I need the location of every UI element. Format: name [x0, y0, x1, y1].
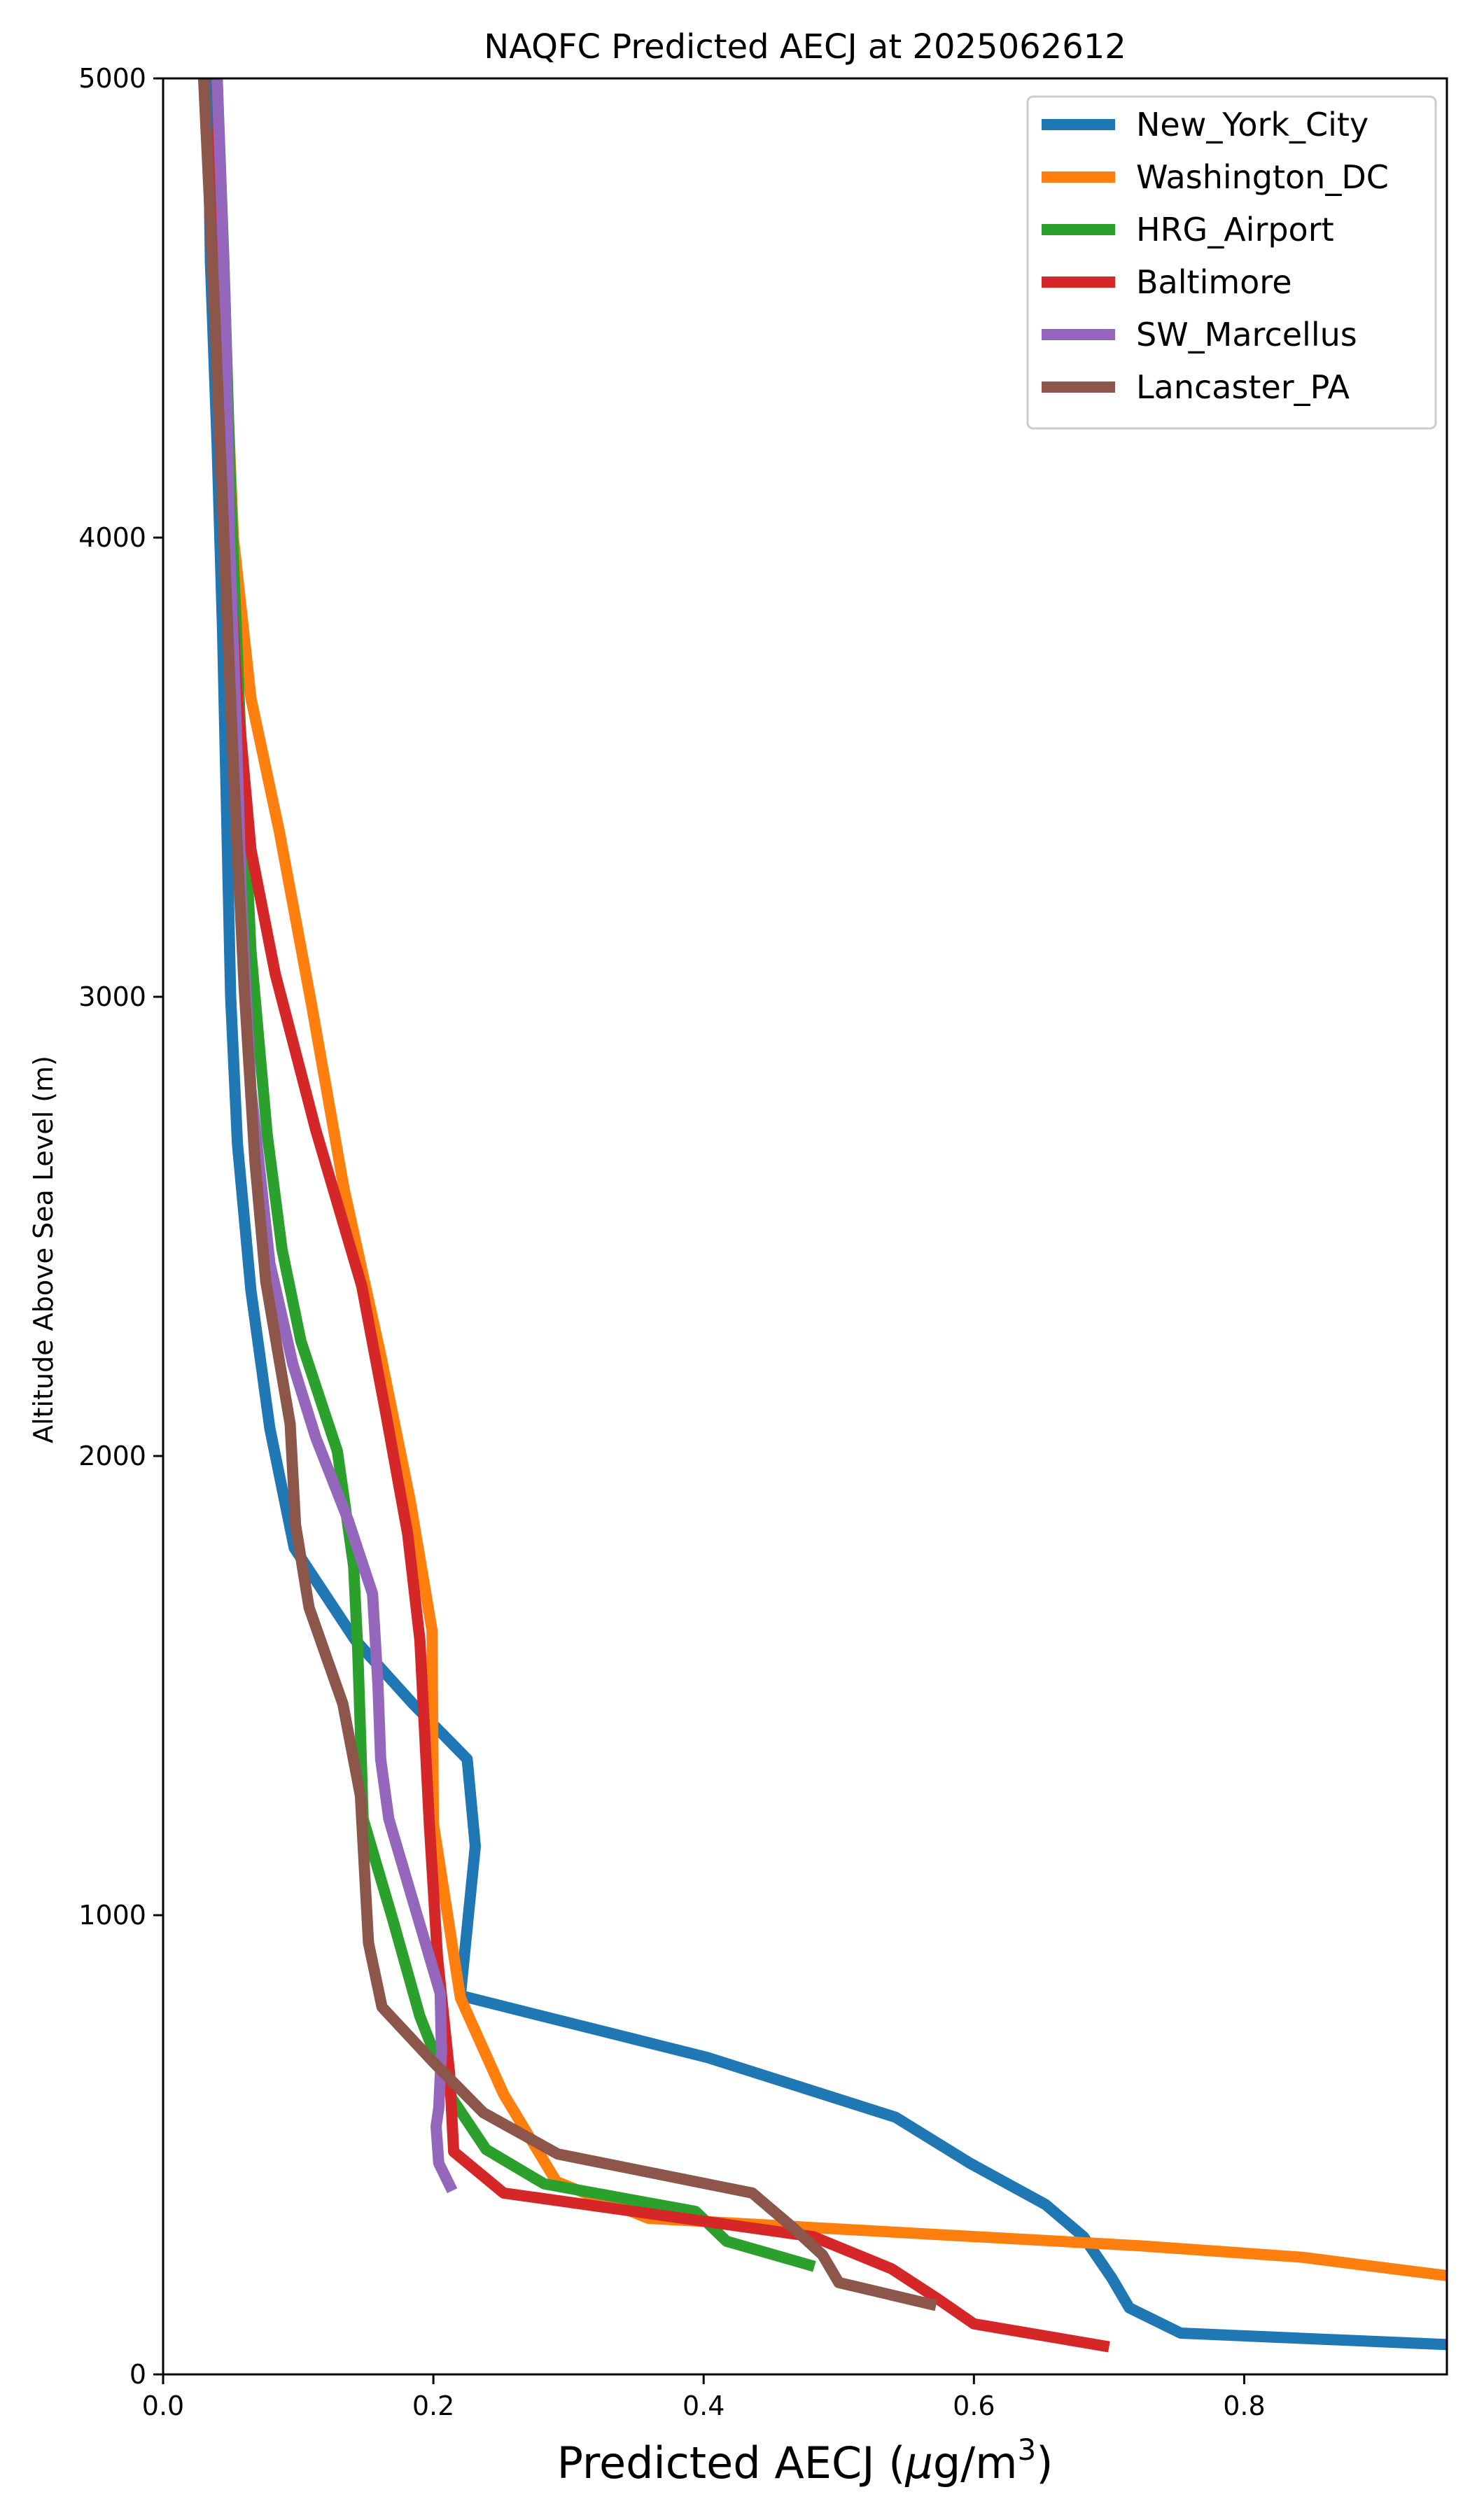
- y-tick-label: 3000: [78, 981, 146, 1012]
- series-line-lancaster-pa: [197, 78, 938, 2311]
- series-layer: [197, 78, 1447, 2353]
- x-tick-label: 0.8: [1223, 2390, 1265, 2421]
- legend-label: Washington_DC: [1136, 158, 1389, 196]
- legend-label: New_York_City: [1136, 106, 1368, 144]
- x-tick-label: 0.4: [682, 2390, 724, 2421]
- legend: New_York_City Washington_DC HRG_Airport Bal…: [1026, 95, 1437, 430]
- y-axis-title: Altitude Above Sea Level (m): [28, 1056, 59, 1443]
- series-line-washington-dc: [211, 78, 1447, 2281]
- chart-title: NAQFC Predicted AECJ at 2025062612: [484, 27, 1126, 66]
- legend-label: HRG_Airport: [1136, 211, 1334, 248]
- y-tick-label: 4000: [78, 522, 146, 553]
- x-tick-label: 0.6: [953, 2390, 995, 2421]
- y-tick-label: 2000: [78, 1441, 146, 1471]
- legend-box: [1026, 95, 1437, 430]
- y-axis-ticks: 0 1000 2000 3000 4000 5000: [78, 63, 163, 2390]
- legend-label: Lancaster_PA: [1136, 368, 1350, 406]
- legend-label: Baltimore: [1136, 263, 1292, 301]
- legend-label: SW_Marcellus: [1136, 316, 1357, 354]
- y-tick-label: 5000: [78, 63, 146, 94]
- x-tick-label: 0.2: [412, 2390, 454, 2421]
- x-tick-label: 0.0: [142, 2390, 184, 2421]
- x-axis-ticks: 0.0 0.2 0.4 0.6 0.8: [142, 2374, 1266, 2421]
- x-axis-title: Predicted AECJ (μg/m3): [557, 2432, 1054, 2488]
- y-tick-label: 1000: [78, 1900, 146, 1931]
- y-tick-label: 0: [130, 2359, 146, 2390]
- plot-frame: [162, 77, 1448, 2376]
